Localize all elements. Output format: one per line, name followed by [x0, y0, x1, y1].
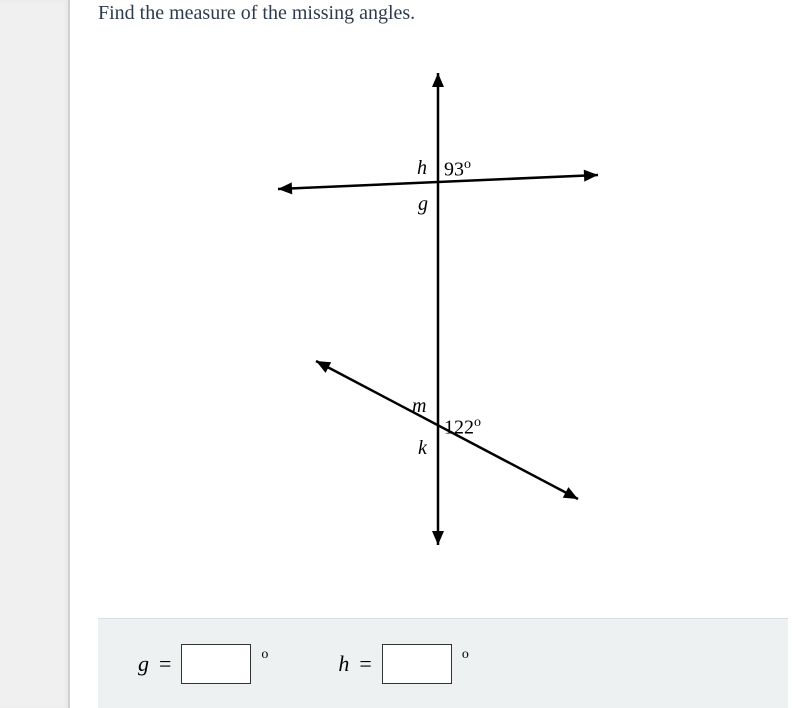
question-prompt: Find the measure of the missing angles. — [98, 0, 772, 25]
label-h: h — [417, 157, 427, 180]
answer-h: h = o — [338, 644, 468, 684]
angle-diagram: h 93o g m 122o k — [98, 37, 628, 567]
answer-bar: g = o h = o — [98, 618, 788, 708]
label-k: k — [418, 437, 427, 460]
label-93: 93o — [444, 157, 471, 182]
left-rail — [0, 0, 70, 708]
answer-g-label: g — [138, 651, 149, 677]
label-m: m — [412, 395, 426, 418]
degree-mark: o — [261, 647, 268, 663]
degree-mark: o — [462, 647, 469, 663]
content-area: Find the measure of the missing angles. … — [70, 0, 800, 708]
answer-h-label: h — [338, 651, 349, 677]
answer-g: g = o — [138, 644, 268, 684]
diagram-svg — [98, 37, 628, 567]
label-122: 122o — [444, 415, 481, 440]
label-g: g — [418, 193, 428, 216]
equals-sign: = — [359, 651, 371, 677]
answer-g-input[interactable] — [181, 644, 251, 684]
answer-h-input[interactable] — [382, 644, 452, 684]
equals-sign: = — [159, 651, 171, 677]
